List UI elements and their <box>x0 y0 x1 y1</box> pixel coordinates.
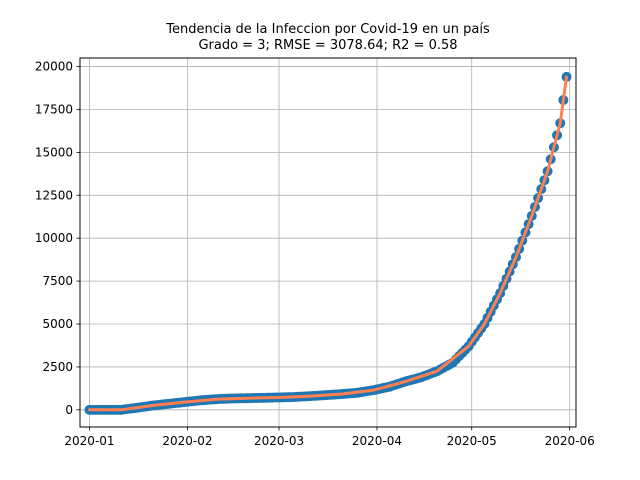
x-tick-label: 2020-03 <box>254 434 304 448</box>
plot-area <box>84 71 572 415</box>
x-tick-label: 2020-05 <box>447 434 497 448</box>
x-tick-label: 2020-02 <box>162 434 212 448</box>
x-tick-label: 2020-04 <box>352 434 402 448</box>
y-tick-label: 17500 <box>35 102 73 116</box>
y-tick-label: 0 <box>65 403 73 417</box>
y-tick-label: 12500 <box>35 188 73 202</box>
x-axis: 2020-01 2020-02 2020-03 2020-04 2020-05 2020-… <box>64 427 595 448</box>
y-tick-label: 10000 <box>35 231 73 245</box>
y-tick-label: 20000 <box>35 60 73 74</box>
y-tick-label: 15000 <box>35 145 73 159</box>
x-tick-label: 2020-01 <box>64 434 114 448</box>
trend-line <box>88 75 568 412</box>
grid <box>80 58 576 427</box>
x-tick-label: 2020-06 <box>545 434 595 448</box>
y-axis: 0 2500 5000 7500 10000 12500 15000 17500 20000 <box>35 60 80 417</box>
y-tick-label: 7500 <box>42 274 73 288</box>
y-tick-label: 5000 <box>42 317 73 331</box>
y-tick-label: 2500 <box>42 360 73 374</box>
chart-subtitle: Grado = 3; RMSE = 3078.64; R2 = 0.58 <box>198 38 457 53</box>
chart-title: Tendencia de la Infeccion por Covid-19 e… <box>165 22 490 37</box>
plot-frame <box>79 57 577 428</box>
